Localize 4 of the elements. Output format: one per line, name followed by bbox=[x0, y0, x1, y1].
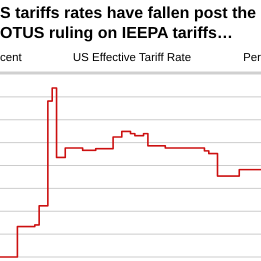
chart-subtitle: US Effective Tariff Rate bbox=[72, 52, 192, 64]
y-axis-title: cent bbox=[0, 52, 23, 64]
chart-title: S tariffs rates have fallen post the OTUS ruling on IEEPA tariffs… bbox=[0, 5, 256, 42]
y2-axis-title: Per bbox=[243, 52, 261, 64]
